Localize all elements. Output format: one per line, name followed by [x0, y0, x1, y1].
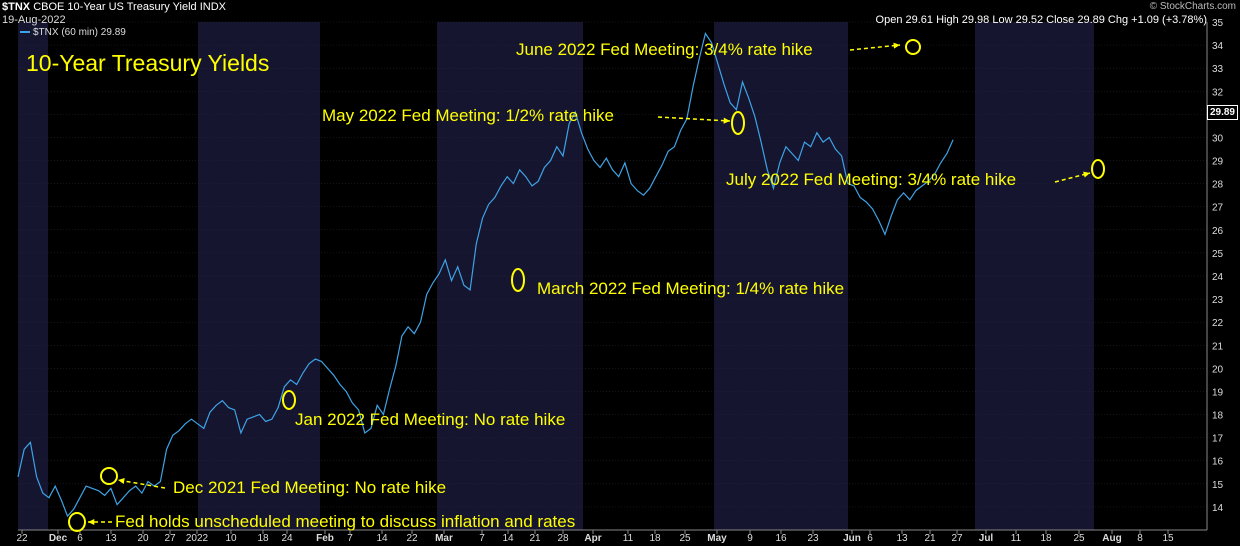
x-axis: 22 Dec 6 13 20 27 2022 10 18 24 Feb 7 14 22 Mar 7 14 21 28… [16, 530, 1174, 544]
x-tick-label: 6 [77, 533, 83, 544]
y-tick-label: 19 [1212, 387, 1224, 398]
x-tick-label: 18 [257, 533, 269, 544]
x-tick-label: May [707, 533, 727, 544]
x-tick-label: 16 [775, 533, 787, 544]
y-tick-label: 17 [1212, 434, 1224, 445]
annotation-circle [731, 111, 745, 135]
brand-watermark: © StockCharts.com [1149, 1, 1236, 12]
annotation-may: May 2022 Fed Meeting: 1/2% rate hike [322, 106, 614, 125]
x-tick-label: 28 [557, 533, 569, 544]
month-band [975, 22, 1094, 530]
x-tick-label: 13 [105, 533, 117, 544]
x-tick-label: 11 [623, 533, 634, 544]
y-tick-label: 22 [1212, 318, 1224, 329]
y-tick-label: 16 [1212, 457, 1224, 468]
y-tick-label: 28 [1212, 180, 1224, 191]
x-tick-label: 21 [529, 533, 541, 544]
x-tick-label: 22 [406, 533, 418, 544]
x-tick-label: 27 [164, 533, 176, 544]
annotation-arrowhead [723, 117, 730, 124]
x-tick-label: Apr [584, 533, 601, 544]
x-tick-label: Aug [1102, 533, 1121, 544]
x-tick-label: Mar [435, 533, 453, 544]
annotation-dec: Dec 2021 Fed Meeting: No rate hike [173, 478, 447, 497]
x-tick-label: 8 [1137, 533, 1143, 544]
y-tick-label: 18 [1212, 411, 1224, 422]
y-tick-label: 27 [1212, 203, 1224, 214]
annotation-circle [511, 268, 525, 292]
annotation-circle [905, 39, 921, 55]
y-tick-label: 24 [1212, 272, 1224, 283]
y-tick-label: 23 [1212, 295, 1224, 306]
gridlines [18, 21, 1207, 508]
x-tick-label: 18 [1040, 533, 1052, 544]
current-value-badge: 29.89 [1206, 105, 1238, 120]
x-tick-label: 13 [896, 533, 908, 544]
annotation-june: June 2022 Fed Meeting: 3/4% rate hike [516, 40, 813, 59]
annotation-markers [68, 39, 1105, 532]
series-line-tnx [17, 32, 954, 518]
y-tick-label: 34 [1212, 41, 1224, 52]
chart-title: 10-Year Treasury Yields [26, 50, 270, 76]
annotation-arrow [657, 116, 731, 122]
annotation-circle [1091, 159, 1105, 179]
y-tick-label: 30 [1212, 133, 1224, 144]
y-tick-label: 35 [1212, 18, 1224, 29]
x-tick-label: 2022 [186, 533, 209, 544]
symbol-label: $TNX [2, 1, 31, 13]
annotation-arrowhead [88, 518, 95, 526]
symbol-header: $TNX CBOE 10-Year US Treasury Yield INDX [2, 1, 226, 13]
legend-swatch [20, 31, 30, 34]
x-tick-label: Feb [316, 533, 334, 544]
annotation-july: July 2022 Fed Meeting: 3/4% rate hike [726, 170, 1017, 189]
x-tick-label: Jun [843, 533, 861, 544]
annotation-march: March 2022 Fed Meeting: 1/4% rate hike [537, 279, 845, 298]
x-tick-label: 25 [679, 533, 691, 544]
x-tick-label: 22 [16, 533, 28, 544]
annotation-arrowhead [118, 478, 125, 485]
x-tick-label: 25 [1073, 533, 1085, 544]
y-tick-label: 20 [1212, 364, 1224, 375]
x-tick-label: 20 [137, 533, 149, 544]
y-tick-label: 21 [1212, 341, 1224, 352]
x-tick-label: 23 [807, 533, 819, 544]
annotation-arrowhead [893, 42, 900, 49]
legend-label: $TNX (60 min) 29.89 [33, 27, 126, 38]
ohlc-readout: Open 29.61 High 29.98 Low 29.52 Close 29… [875, 14, 1207, 26]
x-tick-label: 7 [347, 533, 353, 544]
symbol-description: CBOE 10-Year US Treasury Yield INDX [33, 1, 226, 13]
x-tick-label: Dec [49, 533, 68, 544]
chart-date: 19-Aug-2022 [2, 14, 66, 26]
annotation-arrowhead [1083, 171, 1090, 178]
series-legend: $TNX (60 min) 29.89 [20, 27, 126, 38]
x-tick-label: 14 [502, 533, 514, 544]
y-tick-label: 14 [1212, 503, 1224, 514]
x-tick-label: 11 [1011, 533, 1022, 544]
x-tick-label: 9 [747, 533, 753, 544]
annotation-circle [282, 390, 296, 410]
y-tick-label: 29 [1212, 157, 1224, 168]
annotation-arrow [117, 479, 166, 489]
annotation-circle [100, 467, 118, 485]
x-tick-label: 27 [951, 533, 963, 544]
y-tick-label: 33 [1212, 64, 1224, 75]
x-tick-label: 21 [924, 533, 936, 544]
annotation-unscheduled: Fed holds unscheduled meeting to discuss… [115, 512, 576, 531]
annotation-circle [68, 512, 86, 532]
x-tick-label: 14 [376, 533, 388, 544]
annotation-arrow [849, 44, 901, 51]
x-tick-label: 24 [281, 533, 293, 544]
y-tick-label: 32 [1212, 87, 1224, 98]
x-tick-label: Jul [979, 533, 994, 544]
y-tick-label: 25 [1212, 249, 1224, 260]
x-tick-label: 6 [867, 533, 873, 544]
annotation-jan: Jan 2022 Fed Meeting: No rate hike [295, 410, 566, 429]
x-tick-label: 15 [1162, 533, 1174, 544]
y-tick-label: 15 [1212, 480, 1224, 491]
x-tick-label: 7 [479, 533, 485, 544]
x-tick-label: 10 [225, 533, 237, 544]
x-tick-label: 18 [649, 533, 661, 544]
y-tick-label: 26 [1212, 226, 1224, 237]
